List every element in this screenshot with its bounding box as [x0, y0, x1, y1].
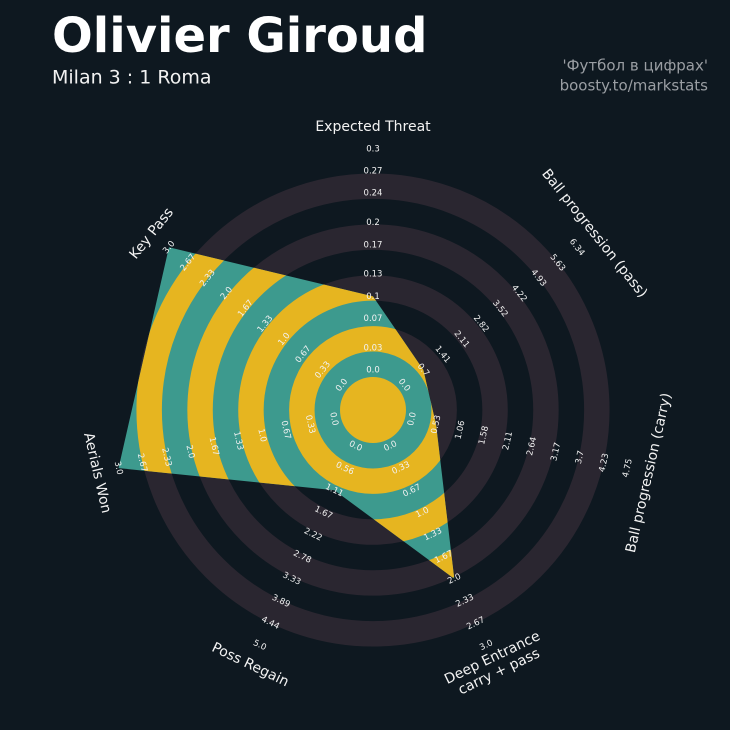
tick-label: 1.67 [207, 436, 221, 457]
tick-label: 0.07 [364, 314, 383, 324]
ring [136, 247, 455, 579]
tick-label: 3.7 [574, 450, 587, 465]
tick-label: 1.58 [477, 425, 491, 446]
tick-label: 3.17 [549, 441, 563, 462]
ring [340, 377, 406, 443]
tick-label: 2.11 [501, 431, 515, 452]
tick-label: 0.0 [366, 366, 380, 376]
tick-label: 1.33 [231, 430, 245, 451]
tick-label: 2.64 [525, 436, 539, 457]
chart-subtitle: Milan 3 : 1 Roma [52, 67, 212, 89]
tick-label: 0.33 [303, 414, 317, 435]
tick-label: 2.0 [183, 444, 196, 459]
tick-label: 1.06 [454, 420, 468, 441]
annotation: boosty.to/markstats [560, 77, 709, 95]
annotation: 'Футбол в цифрах' [562, 57, 708, 75]
tick-label: 0.53 [430, 414, 444, 435]
tick-label: 0.13 [364, 270, 383, 280]
tick-label: 2.67 [135, 452, 149, 473]
tick-label: 4.75 [621, 458, 635, 479]
tick-label: 0.24 [364, 189, 383, 199]
tick-label: 4.23 [597, 452, 611, 473]
tick-label: 0.27 [364, 167, 383, 177]
tick-label: 1.0 [255, 428, 268, 443]
tick-label: 0.2 [366, 218, 380, 228]
tick-label: 0.0 [406, 411, 419, 426]
tick-label: 0.17 [364, 240, 383, 250]
tick-label: 0.3 [366, 145, 380, 155]
tick-label: 0.1 [366, 292, 380, 302]
chart-title: Olivier Giroud [52, 8, 427, 64]
param-label: Expected Threat [315, 119, 431, 135]
ring [187, 247, 455, 579]
tick-label: 0.67 [278, 420, 292, 441]
tick-label: 3.0 [112, 460, 125, 475]
tick-label: 0.0 [327, 411, 340, 426]
tick-label: 0.03 [364, 343, 383, 353]
tick-label: 2.33 [159, 447, 173, 468]
